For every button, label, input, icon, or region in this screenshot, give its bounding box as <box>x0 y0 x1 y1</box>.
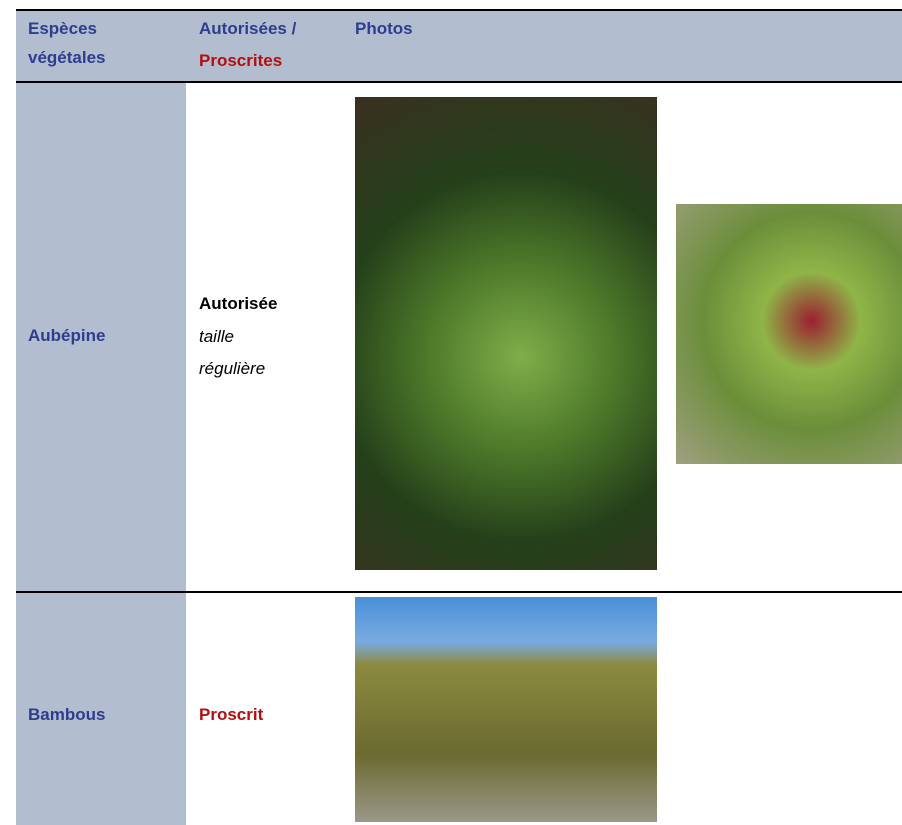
rule <box>16 81 902 83</box>
photo <box>355 97 657 570</box>
species: Bambous <box>28 705 106 724</box>
rule <box>16 591 902 593</box>
header-allowed: Autorisées / <box>199 19 297 38</box>
photo <box>355 597 657 822</box>
photo <box>676 204 902 464</box>
status: Proscrit <box>199 705 264 724</box>
first-column-band <box>16 82 186 825</box>
header-species: Espèces végétales <box>28 19 106 67</box>
note: taille régulière <box>199 327 266 378</box>
species: Aubépine <box>28 326 106 345</box>
header-banned: Proscrites <box>199 51 283 70</box>
header-photos: Photos <box>355 19 413 38</box>
rule <box>16 9 902 11</box>
header-band <box>16 10 902 82</box>
status: Autorisée <box>199 294 278 313</box>
